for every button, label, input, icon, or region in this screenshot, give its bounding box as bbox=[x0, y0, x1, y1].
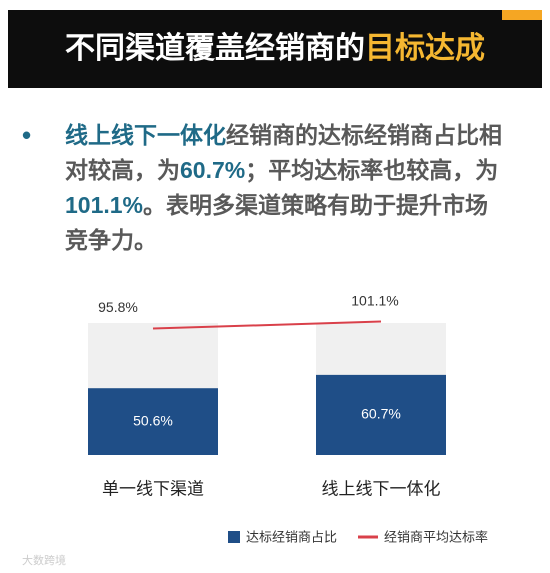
title-text: 不同渠道覆盖经销商的 bbox=[65, 32, 365, 65]
value-label: 50.6% bbox=[133, 412, 173, 428]
seg: 。表明多渠道策略有助于提升市场竞争力。 bbox=[65, 192, 489, 253]
seg: ；平均达标率也较高，为 bbox=[245, 157, 499, 183]
line bbox=[152, 320, 382, 330]
watermark: 大数跨境 bbox=[22, 553, 66, 567]
bullet-text: 线上线下一体化经销商的达标经销商占比相对较高，为60.7%；平均达标率也较高，为… bbox=[65, 118, 505, 258]
value-label: 60.7% bbox=[361, 406, 401, 422]
legend-label: 经销商平均达标率 bbox=[384, 529, 488, 544]
bar bbox=[88, 388, 218, 455]
header-accent bbox=[502, 10, 542, 20]
legend-swatch bbox=[228, 531, 240, 543]
seg: 60.7% bbox=[180, 157, 246, 183]
seg: 线上线下一体化 bbox=[65, 122, 226, 148]
title-highlight: 目标达成 bbox=[365, 32, 485, 65]
title: 不同渠道覆盖经销商的目标达成 bbox=[8, 10, 542, 88]
seg: 101.1% bbox=[65, 192, 144, 218]
seg: 经销商的达标经销商占比相对较高，为 bbox=[65, 122, 502, 183]
header-bar bbox=[8, 10, 542, 88]
legend-label: 达标经销商占比 bbox=[246, 529, 337, 544]
value-label: 101.1% bbox=[351, 292, 398, 308]
value-label: 95.8% bbox=[98, 299, 138, 315]
x-tick-label: 单一线下渠道 bbox=[102, 479, 204, 498]
x-tick-label: 线上线下一体化 bbox=[322, 479, 441, 498]
bar bbox=[316, 374, 446, 455]
bullet: • bbox=[22, 120, 32, 150]
